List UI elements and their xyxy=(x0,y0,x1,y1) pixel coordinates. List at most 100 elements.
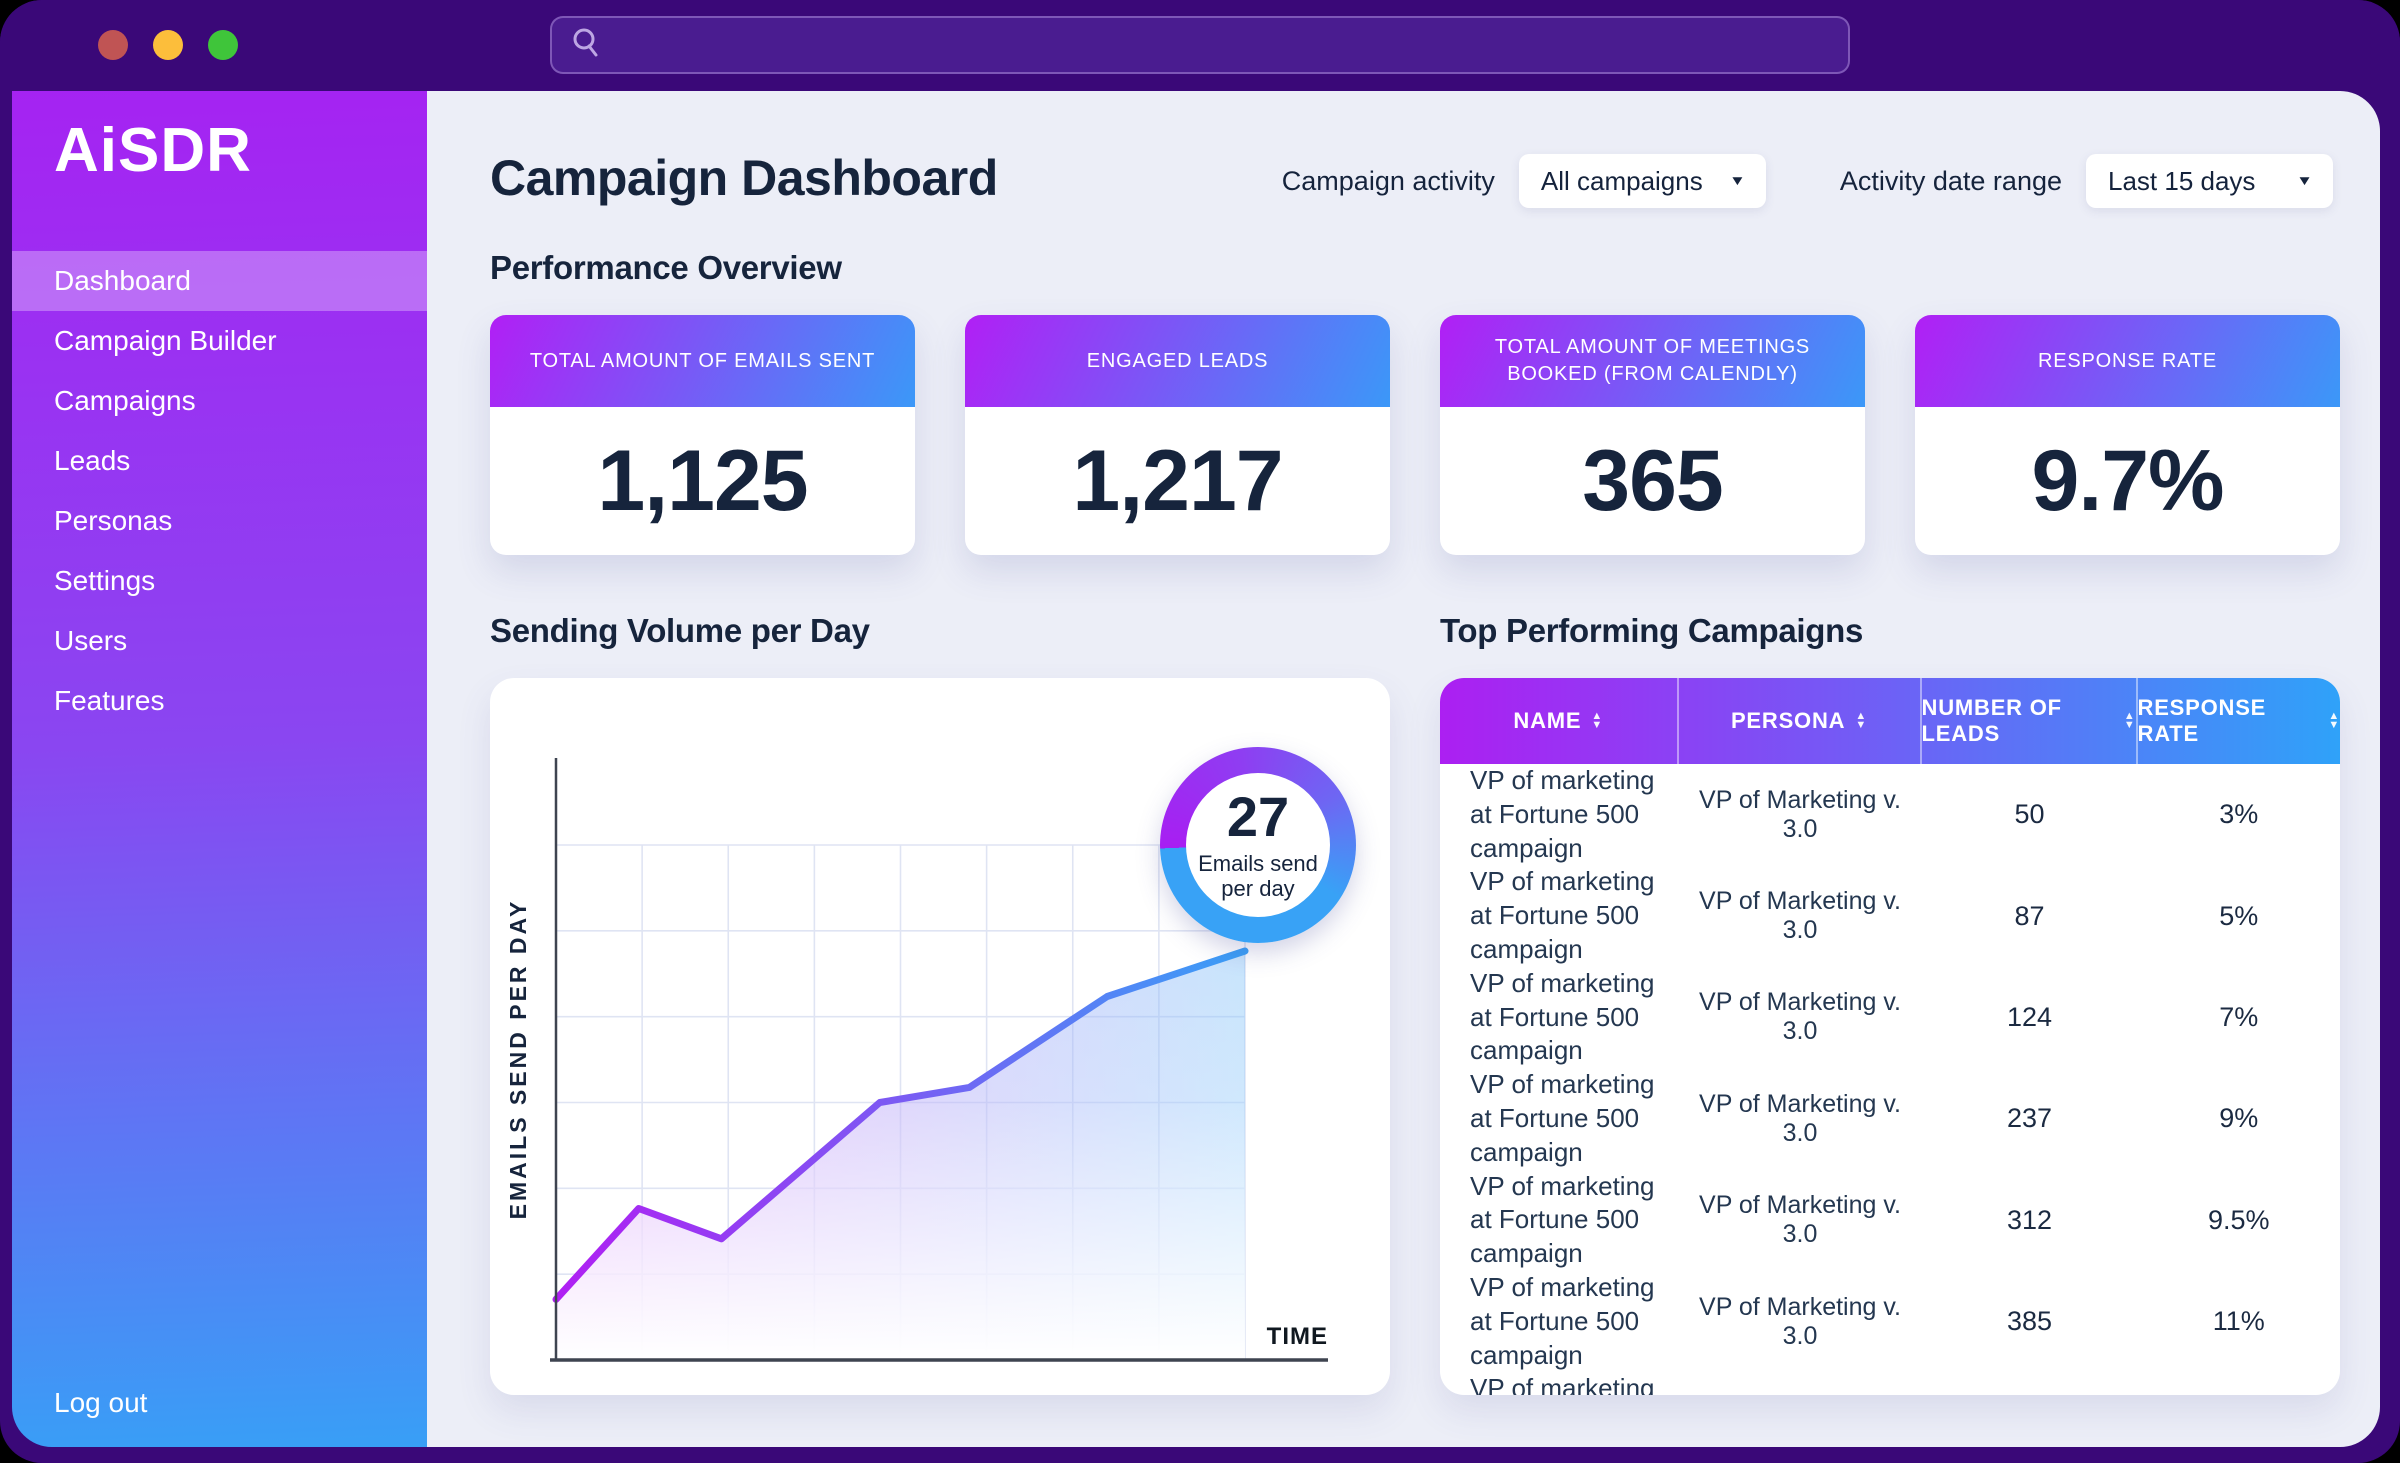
kpi-card-engaged-leads: ENGAGED LEADS 1,217 xyxy=(965,315,1390,555)
leads-count-cell: 124 xyxy=(2006,1001,2053,1032)
top-campaigns-table-card: NAME ▲ ▼ PERSONA ▲ ▼ NUMBER OF LEADS ▲ ▼ RE… xyxy=(1440,678,2340,1395)
search-input[interactable] xyxy=(618,28,1830,62)
campaign-name-cell: VP of marketing at Fortune 500 campaign xyxy=(1470,1373,1655,1395)
kpi-label: RESPONSE RATE xyxy=(1915,315,2340,407)
table-row: VP of marketing at Fortune 500 campaign V… xyxy=(1440,1372,2340,1395)
chart-heading: Sending Volume per Day xyxy=(490,612,870,649)
date-range-value: Last 15 days xyxy=(2108,165,2256,196)
campaign-activity-label: Campaign activity xyxy=(1281,165,1495,196)
table-row: VP of marketing at Fortune 500 campaign V… xyxy=(1440,967,2340,1068)
kpi-label: TOTAL AMOUNT OF MEETINGS BOOKED (FROM CA… xyxy=(1440,315,1865,407)
response-rate-cell: 3% xyxy=(2219,799,2259,830)
kpi-value: 1,217 xyxy=(1072,432,1283,529)
persona-cell: VP of Marketing v. 3.0 xyxy=(1679,1394,1922,1395)
sidebar-item-users[interactable]: Users xyxy=(12,611,427,671)
sidebar-item-campaigns[interactable]: Campaigns xyxy=(12,371,427,431)
persona-cell: VP of Marketing v. 3.0 xyxy=(1699,887,1901,945)
table-row: VP of marketing at Fortune 500 campaign V… xyxy=(1440,865,2340,966)
sort-header-response-rate[interactable]: RESPONSE RATE ▲ ▼ xyxy=(2137,695,2340,746)
sort-icon: ▲ ▼ xyxy=(1591,709,1604,731)
table-body: VP of marketing at Fortune 500 campaign V… xyxy=(1440,764,2340,1395)
sidebar-item-personas[interactable]: Personas xyxy=(12,491,427,551)
table-row: VP of marketing at Fortune 500 campaign V… xyxy=(1440,1170,2340,1271)
response-rate-cell: 5% xyxy=(2219,900,2259,931)
browser-search-bar[interactable] xyxy=(550,16,1850,74)
sidebar-item-label: Campaign Builder xyxy=(54,325,277,356)
date-range-select[interactable]: Last 15 days ▼ xyxy=(2086,154,2333,208)
persona-cell: VP of Marketing v. 3.0 xyxy=(1699,1089,1901,1147)
table-row: VP of marketing at Fortune 500 campaign V… xyxy=(1440,764,2340,865)
sidebar-item-dashboard[interactable]: Dashboard xyxy=(12,251,427,311)
sending-volume-chart: EMAILS SEND PER DAY TIME xyxy=(505,758,1328,1362)
kpi-label: TOTAL AMOUNT OF EMAILS SENT xyxy=(490,315,915,407)
leads-count-cell: 312 xyxy=(2006,1204,2053,1235)
campaign-name-cell: VP of marketing at Fortune 500 campaign xyxy=(1470,967,1655,1066)
sort-icon: ▲ ▼ xyxy=(1855,709,1868,731)
sidebar-item-logout[interactable]: Log out xyxy=(54,1387,148,1418)
sidebar-item-leads[interactable]: Leads xyxy=(12,431,427,491)
sidebar-item-settings[interactable]: Settings xyxy=(12,551,427,611)
sidebar-item-label: Settings xyxy=(54,565,156,596)
persona-cell: VP of Marketing v. 3.0 xyxy=(1699,988,1901,1046)
chevron-down-icon: ▼ xyxy=(1729,173,1746,189)
filter-bar: Campaign activity All campaigns ▼ Activi… xyxy=(1282,154,2333,208)
sidebar-item-label: Leads xyxy=(54,445,131,476)
kpi-label: ENGAGED LEADS xyxy=(965,315,1390,407)
campaign-name-cell: VP of marketing at Fortune 500 campaign xyxy=(1470,1069,1655,1167)
kpi-cards: TOTAL AMOUNT OF EMAILS SENT 1,125 ENGAGE… xyxy=(490,315,2340,555)
sidebar-item-label: Dashboard xyxy=(54,265,191,296)
minimize-window-button[interactable] xyxy=(153,30,183,60)
close-window-button[interactable] xyxy=(98,30,128,60)
kpi-card-emails-sent: TOTAL AMOUNT OF EMAILS SENT 1,125 xyxy=(490,315,915,555)
table-row: VP of marketing at Fortune 500 campaign V… xyxy=(1440,1068,2340,1169)
kpi-card-meetings-booked: TOTAL AMOUNT OF MEETINGS BOOKED (FROM CA… xyxy=(1440,315,1865,555)
response-rate-cell: 9.5% xyxy=(2207,1204,2270,1235)
maximize-window-button[interactable] xyxy=(208,30,238,60)
page-title: Campaign Dashboard xyxy=(490,150,998,206)
date-range-label: Activity date range xyxy=(1839,165,2062,196)
search-icon xyxy=(570,26,604,65)
sort-header-name[interactable]: NAME ▲ ▼ xyxy=(1440,678,1679,764)
chevron-down-icon: ▼ xyxy=(2296,173,2313,189)
emails-per-day-value: 27 xyxy=(1226,784,1290,848)
window-titlebar xyxy=(0,0,2400,91)
x-axis-label: TIME xyxy=(1267,1323,1328,1350)
app-logo: AiSDR xyxy=(54,116,252,185)
emails-per-day-badge: 27 Emails send per day xyxy=(1160,747,1356,943)
response-rate-cell: 7% xyxy=(2219,1001,2259,1032)
sending-volume-chart-card: EMAILS SEND PER DAY TIME 27 Emails send p… xyxy=(490,678,1390,1395)
response-rate-cell: 9% xyxy=(2219,1103,2259,1134)
table-row: VP of marketing at Fortune 500 campaign V… xyxy=(1440,1271,2340,1372)
kpi-card-response-rate: RESPONSE RATE 9.7% xyxy=(1915,315,2340,555)
kpi-value: 365 xyxy=(1582,432,1724,529)
emails-per-day-badge-inner: 27 Emails send per day xyxy=(1186,773,1330,917)
leads-count-cell: 50 xyxy=(2014,799,2045,830)
main-content: Campaign Dashboard Campaign activity All… xyxy=(427,91,2380,1447)
response-rate-cell: 11% xyxy=(2212,1306,2265,1337)
sidebar-item-features[interactable]: Features xyxy=(12,671,427,731)
sidebar-menu: Dashboard Campaign Builder Campaigns Leads P… xyxy=(12,251,427,731)
campaign-name-cell: VP of marketing at Fortune 500 campaign xyxy=(1470,1170,1655,1269)
y-axis-label: EMAILS SEND PER DAY xyxy=(505,899,531,1220)
campaign-name-cell: VP of marketing at Fortune 500 campaign xyxy=(1470,866,1655,964)
table-heading: Top Performing Campaigns xyxy=(1440,612,1864,649)
sidebar-item-campaign-builder[interactable]: Campaign Builder xyxy=(12,311,427,371)
performance-heading: Performance Overview xyxy=(490,249,842,286)
campaign-activity-value: All campaigns xyxy=(1540,165,1703,196)
persona-cell: VP of Marketing v. 3.0 xyxy=(1699,785,1901,843)
campaign-name-cell: VP of marketing at Fortune 500 campaign xyxy=(1470,765,1655,863)
kpi-value: 9.7% xyxy=(2031,432,2224,529)
leads-count-cell: 237 xyxy=(2006,1103,2053,1134)
sidebar-item-label: Campaigns xyxy=(54,385,196,416)
sort-icon: ▲ ▼ xyxy=(2328,709,2340,731)
campaign-activity-select[interactable]: All campaigns ▼ xyxy=(1518,154,1766,208)
emails-per-day-label: Emails send per day xyxy=(1198,850,1318,901)
sort-icon: ▲ ▼ xyxy=(2123,709,2136,731)
sort-header-leads[interactable]: NUMBER OF LEADS ▲ ▼ xyxy=(1922,678,2138,764)
window-controls xyxy=(98,30,238,60)
sidebar: AiSDR Dashboard Campaign Builder Campaigns… xyxy=(12,91,427,1447)
leads-count-cell: 87 xyxy=(2014,900,2045,931)
sort-header-persona[interactable]: PERSONA ▲ ▼ xyxy=(1679,678,1922,764)
table-header-row: NAME ▲ ▼ PERSONA ▲ ▼ NUMBER OF LEADS ▲ ▼ RE… xyxy=(1440,678,2340,764)
